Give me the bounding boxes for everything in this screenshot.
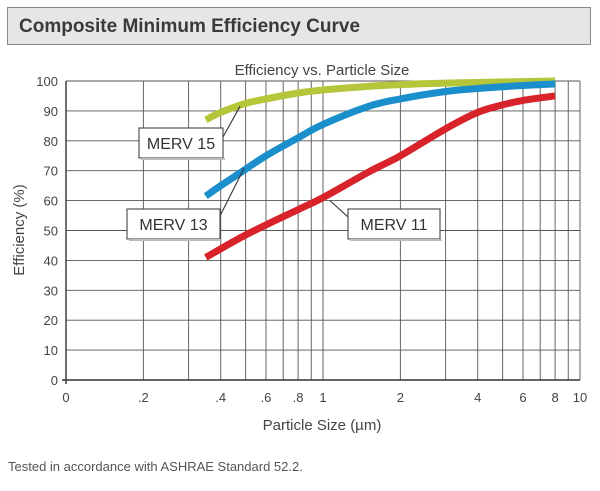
y-tick-labels: 0 10 20 30 40 50 60 70 80 90 100 <box>36 74 58 388</box>
x-tick-label: 0 <box>62 390 69 405</box>
series-line-merv-11 <box>204 92 556 261</box>
leader-line <box>219 167 245 217</box>
y-axis-label: Efficiency (%) <box>11 184 28 275</box>
x-tick-label: .2 <box>138 390 149 405</box>
y-tick-label: 50 <box>44 224 58 239</box>
x-tick-label: 10 <box>573 390 587 405</box>
x-tick-label: .6 <box>261 390 272 405</box>
x-tick-label: .8 <box>293 390 304 405</box>
y-tick-label: 20 <box>44 313 58 328</box>
chart-axes <box>62 81 580 384</box>
series-lines <box>203 77 556 261</box>
annotation-label: MERV 13 <box>139 217 207 234</box>
y-tick-label: 60 <box>44 194 58 209</box>
annotation-merv-11: MERV 11 <box>329 200 442 241</box>
chart-grid <box>65 80 581 381</box>
y-tick-label: 90 <box>44 104 58 119</box>
annotation-merv-13: MERV 13 <box>126 167 245 241</box>
x-tick-label: 4 <box>474 390 481 405</box>
series-line-merv-15 <box>204 77 556 124</box>
y-tick-label: 70 <box>44 164 58 179</box>
annotation-shadow <box>129 239 222 241</box>
annotation-label: MERV 15 <box>147 136 215 153</box>
y-tick-label: 100 <box>36 74 58 89</box>
x-tick-label: 6 <box>519 390 526 405</box>
chart-title: Efficiency vs. Particle Size <box>235 62 410 79</box>
annotation-box <box>126 208 221 240</box>
leader-line <box>329 200 349 218</box>
annotation-shadow <box>350 239 442 241</box>
header-banner: Composite Minimum Efficiency Curve <box>7 7 591 45</box>
x-tick-label: 8 <box>551 390 558 405</box>
x-axis-label: Particle Size (µm) <box>263 417 382 434</box>
x-tick-label: .4 <box>215 390 226 405</box>
series-line-merv-13 <box>203 80 556 199</box>
series-annotations: MERV 15 MERV 13 MERV 11 <box>126 106 442 241</box>
leader-line <box>222 106 241 138</box>
x-tick-label: 1 <box>319 390 326 405</box>
annotation-shadow <box>141 158 225 160</box>
y-tick-label: 30 <box>44 283 58 298</box>
annotation-merv-15: MERV 15 <box>138 106 241 160</box>
annotation-box <box>138 127 224 159</box>
y-tick-label: 40 <box>44 253 58 268</box>
x-tick-label: 2 <box>397 390 404 405</box>
y-tick-label: 10 <box>44 343 58 358</box>
x-tick-labels: 0 .2 .4 .6 .8 1 2 4 6 8 10 <box>62 390 587 405</box>
annotation-label: MERV 11 <box>361 217 428 234</box>
y-tick-label: 80 <box>44 134 58 149</box>
footnote: Tested in accordance with ASHRAE Standar… <box>8 459 303 474</box>
page-title: Composite Minimum Efficiency Curve <box>19 16 361 37</box>
y-tick-label: 0 <box>51 373 58 388</box>
